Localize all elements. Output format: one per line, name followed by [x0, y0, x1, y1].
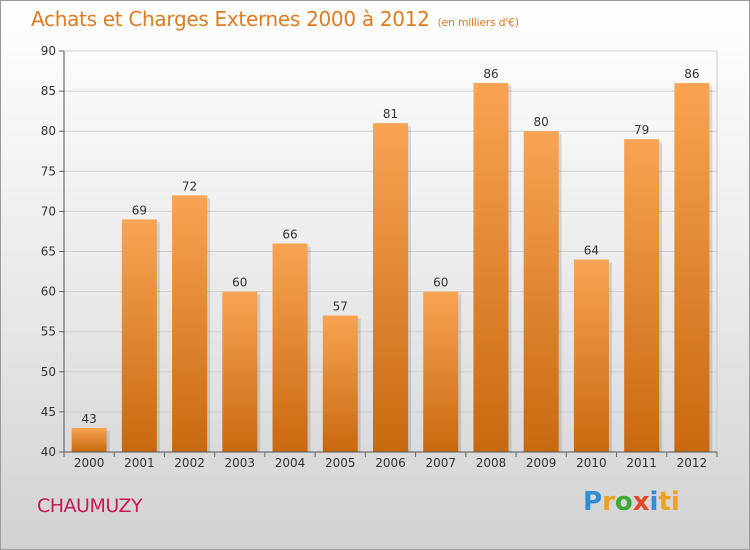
bar — [373, 123, 408, 453]
bar-value-label: 79 — [634, 123, 649, 137]
y-tick-label: 80 — [41, 124, 56, 138]
bar — [473, 83, 509, 452]
y-tick-label: 60 — [41, 285, 56, 299]
logo-letter: x — [632, 487, 650, 517]
bar — [71, 427, 107, 452]
bar — [272, 243, 308, 452]
bar-value-label: 57 — [333, 300, 348, 314]
x-axis: 2000 2001 2002 2003 2004 2005 2006 2007 2008 2009… — [63, 451, 718, 470]
x-tick-label: 2011 — [626, 456, 657, 470]
x-tick-label: 2010 — [576, 456, 607, 470]
bar-value-label: 69 — [132, 203, 147, 217]
bar-value-label: 72 — [182, 179, 197, 193]
y-tick-label: 75 — [41, 164, 56, 178]
y-tick-label: 65 — [41, 245, 56, 259]
x-tick-label: 2012 — [677, 456, 708, 470]
bar — [121, 219, 157, 452]
logo-letter: ti — [658, 487, 680, 517]
bar-value-label: 80 — [534, 115, 549, 129]
y-tick-label: 40 — [41, 445, 56, 459]
bar — [423, 291, 459, 452]
x-tick-label: 2006 — [375, 456, 406, 470]
bar-value-label: 60 — [232, 276, 247, 290]
y-tick-label: 85 — [41, 84, 56, 98]
x-tick-label: 2005 — [325, 456, 356, 470]
y-axis: 40 45 50 55 60 65 70 75 80 85 90 — [41, 44, 65, 459]
bar-value-label: 81 — [383, 107, 398, 121]
x-tick-label: 2009 — [526, 456, 557, 470]
bar — [523, 131, 559, 452]
bar-value-label: 66 — [282, 227, 297, 241]
x-tick-label: 2007 — [425, 456, 456, 470]
logo-letter: P — [583, 487, 603, 517]
bar — [322, 315, 358, 452]
bar-value-label: 60 — [433, 276, 448, 290]
x-tick-label: 2003 — [225, 456, 256, 470]
proxiti-logo[interactable]: Proxiti — [583, 487, 680, 517]
bar — [222, 291, 258, 452]
title-text: Achats et Charges Externes 2000 à 2012 — [31, 7, 430, 31]
y-tick-label: 55 — [41, 325, 56, 339]
x-tick-label: 2002 — [174, 456, 205, 470]
commune-name: CHAUMUZY — [37, 495, 143, 517]
y-tick-label: 50 — [41, 365, 56, 379]
bar-value-label: 86 — [483, 67, 498, 81]
x-tick-label: 2001 — [124, 456, 155, 470]
bar — [674, 83, 710, 452]
chart-subtitle: (en milliers d'€) — [437, 16, 519, 29]
logo-letter: r — [602, 487, 615, 517]
bar — [573, 259, 609, 452]
bar-value-label: 86 — [684, 67, 699, 81]
logo-letter: o — [614, 487, 633, 517]
bar-value-label: 43 — [81, 412, 96, 426]
y-tick-label: 90 — [41, 44, 56, 58]
chart-title: Achats et Charges Externes 2000 à 2012 (e… — [31, 7, 519, 31]
x-tick-label: 2004 — [275, 456, 306, 470]
y-tick-label: 70 — [41, 204, 56, 218]
bar — [172, 195, 208, 453]
x-tick-label: 2008 — [476, 456, 507, 470]
y-tick-label: 45 — [41, 405, 56, 419]
bars: 43 69 72 60 66 57 81 60 86 80 64 79 86 — [71, 67, 713, 453]
bar-value-label: 64 — [584, 244, 599, 258]
x-tick-label: 2000 — [74, 456, 105, 470]
bar — [624, 139, 660, 452]
logo-letter: i — [649, 487, 659, 517]
